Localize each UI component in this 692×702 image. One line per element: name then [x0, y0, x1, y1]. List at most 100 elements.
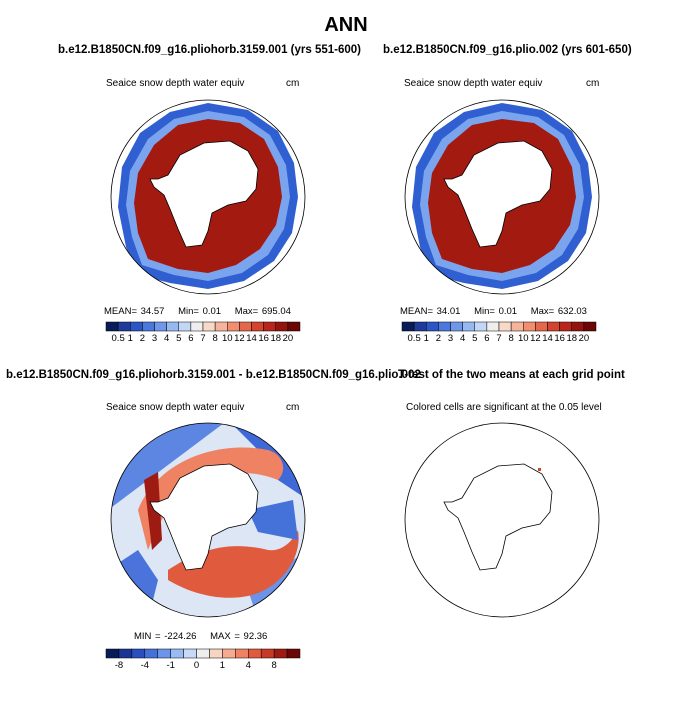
panel1-colorbar-swatch	[190, 321, 204, 332]
panel3-colorbar-swatch	[209, 648, 223, 659]
panel1-colorbar-swatch	[263, 321, 276, 332]
panel1-colorbar-tick-label: 12	[234, 333, 245, 344]
panel3-colorbar-swatch	[248, 648, 262, 659]
panel3-colorbar: -8 -4 -1 0 1 4 8	[105, 648, 301, 671]
panel1-colorbar-tick-label: 4	[164, 333, 169, 344]
panel1-colorbar: 0.5 1 2 3 4 5 6 7 8 10 12 14 16 18 20	[105, 321, 301, 344]
panel3-map	[110, 422, 306, 618]
panel1-colorbar-tick-label: 5	[176, 333, 181, 344]
panel3-colorbar-tick-label: 1	[220, 660, 225, 671]
panel2-colorbar-tick-label: 1	[424, 333, 429, 344]
panel1-colorbar-swatch	[154, 321, 167, 332]
panel1-title: b.e12.B1850CN.f09_g16.pliohorb.3159.001 …	[58, 44, 361, 56]
panel1-colorbar-swatch	[239, 321, 252, 332]
panel3-colorbar-swatch	[170, 648, 184, 659]
panel3-colorbar-swatch	[273, 648, 288, 659]
panel3-colorbar-swatch	[222, 648, 236, 659]
panel3-colorbar-swatch	[157, 648, 171, 659]
panel2-colorbar-swatch	[583, 321, 597, 332]
panel2-colorbar-swatch	[426, 321, 439, 332]
panel2-colorbar-swatch	[535, 321, 548, 332]
panel1-colorbar-swatch	[275, 321, 289, 332]
panel2-colorbar-swatch	[413, 321, 427, 332]
panel2-colorbar-tick-label: 3	[448, 333, 453, 344]
panel1-colorbar-tick-label: 6	[188, 333, 193, 344]
panel1-colorbar-tick-label: 20	[283, 333, 294, 344]
panel1-colorbar-swatch	[166, 321, 179, 332]
panel2-colorbar-swatch	[438, 321, 451, 332]
panel2-colorbar-swatch	[474, 321, 488, 332]
page-title: ANN	[324, 14, 368, 36]
panel1-var-label: Seaice snow depth water equiv	[106, 78, 245, 89]
panel3-units: cm	[286, 402, 300, 413]
panel1-colorbar-swatch	[178, 321, 192, 332]
panel1-max-value: 695.04	[261, 306, 291, 317]
panel1-colorbar-swatch	[214, 321, 228, 332]
panel3-colorbar-tick-label: 8	[271, 660, 276, 671]
panel2-colorbar-swatch	[523, 321, 536, 332]
panel2-stats: MEAN= 34.01 Min= 0.01 Max= 632.03	[400, 306, 587, 317]
panel2-colorbar-tick-label: 16	[554, 333, 565, 344]
panel1-colorbar-swatch	[251, 321, 264, 332]
panel1-colorbar-swatch	[117, 321, 131, 332]
panel2-colorbar-tick-label: 18	[566, 333, 577, 344]
panel3-colorbar-tick-label: -1	[166, 660, 174, 671]
panel3-colorbar-swatch	[105, 648, 120, 659]
panel1-colorbar-tick-label: 8	[212, 333, 217, 344]
panel2-colorbar-swatch	[547, 321, 560, 332]
panel1-colorbar-tick-label: 1	[128, 333, 133, 344]
panel2-colorbar-tick-label: 0.5	[408, 333, 421, 344]
panel2-colorbar-tick-label: 6	[484, 333, 489, 344]
panel2-colorbar-tick-label: 7	[496, 333, 501, 344]
panel2-units: cm	[586, 78, 600, 89]
panel2-colorbar-swatch	[486, 321, 500, 332]
panel1-colorbar-tick-label: 2	[140, 333, 145, 344]
panel3-max-value: 92.36	[243, 631, 268, 642]
panel1-colorbar-swatch	[130, 321, 143, 332]
panel1-mean-label: MEAN=	[104, 306, 137, 317]
panel2-min-value: 0.01	[498, 306, 518, 317]
panel3-colorbar-tick-label: 4	[246, 660, 251, 671]
panel1-min-label: Min=	[178, 306, 199, 317]
panel2-min-label: Min=	[474, 306, 495, 317]
panel3-stats: MIN = -224.26 MAX = 92.36	[134, 631, 267, 642]
panel3-colorbar-tick-label: -4	[141, 660, 149, 671]
panel1-max-label: Max=	[234, 306, 259, 317]
panel1-colorbar-swatch	[142, 321, 155, 332]
panel1-colorbar-swatch	[227, 321, 240, 332]
panel1-colorbar-tick-label: 3	[152, 333, 157, 344]
panel1-stats: MEAN= 34.57 Min= 0.01 Max= 695.04	[104, 306, 291, 317]
panel3-colorbar-swatch	[144, 648, 158, 659]
panel2-title: b.e12.B1850CN.f09_g16.plio.002 (yrs 601-…	[383, 44, 632, 56]
panel1-colorbar-tick-label: 18	[270, 333, 281, 344]
panel1-min-value: 0.01	[202, 306, 222, 317]
panel2-colorbar-swatch	[559, 321, 572, 332]
panel2-colorbar-tick-label: 12	[530, 333, 541, 344]
panel3-title: b.e12.B1850CN.f09_g16.pliohorb.3159.001 …	[6, 369, 421, 381]
panel2-max-label: Max=	[530, 306, 555, 317]
panel2-max-value: 632.03	[557, 306, 587, 317]
panel3-var-label: Seaice snow depth water equiv	[106, 402, 245, 413]
panel3-colorbar-swatch	[196, 648, 210, 659]
panel2-colorbar-swatch	[510, 321, 524, 332]
panel3-colorbar-swatch	[183, 648, 197, 659]
panel3-max-label: MAX =	[210, 631, 240, 642]
panel4-title: T-test of the two means at each grid poi…	[398, 369, 625, 381]
panel3-colorbar-swatch	[260, 648, 275, 659]
panel3-colorbar-tick-label: 0	[194, 660, 199, 671]
panel3-colorbar-swatch	[286, 648, 301, 659]
panel2-colorbar-swatch	[462, 321, 475, 332]
panel2-mean-label: MEAN=	[400, 306, 433, 317]
panel2-colorbar-tick-label: 8	[508, 333, 513, 344]
panel2-colorbar-tick-label: 14	[542, 333, 553, 344]
panel2-mean-value: 34.01	[436, 306, 461, 317]
panel3-colorbar-tick-label: -8	[115, 660, 123, 671]
panel1-colorbar-tick-label: 0.5	[112, 333, 125, 344]
panel2-colorbar-tick-label: 20	[579, 333, 590, 344]
panel1-colorbar-swatch	[105, 321, 119, 332]
panel1-units: cm	[286, 78, 300, 89]
panel3-colorbar-swatch	[118, 648, 133, 659]
panel1-colorbar-tick-label: 7	[200, 333, 205, 344]
significant-cell	[538, 468, 541, 471]
panel3-colorbar-swatch	[131, 648, 146, 659]
